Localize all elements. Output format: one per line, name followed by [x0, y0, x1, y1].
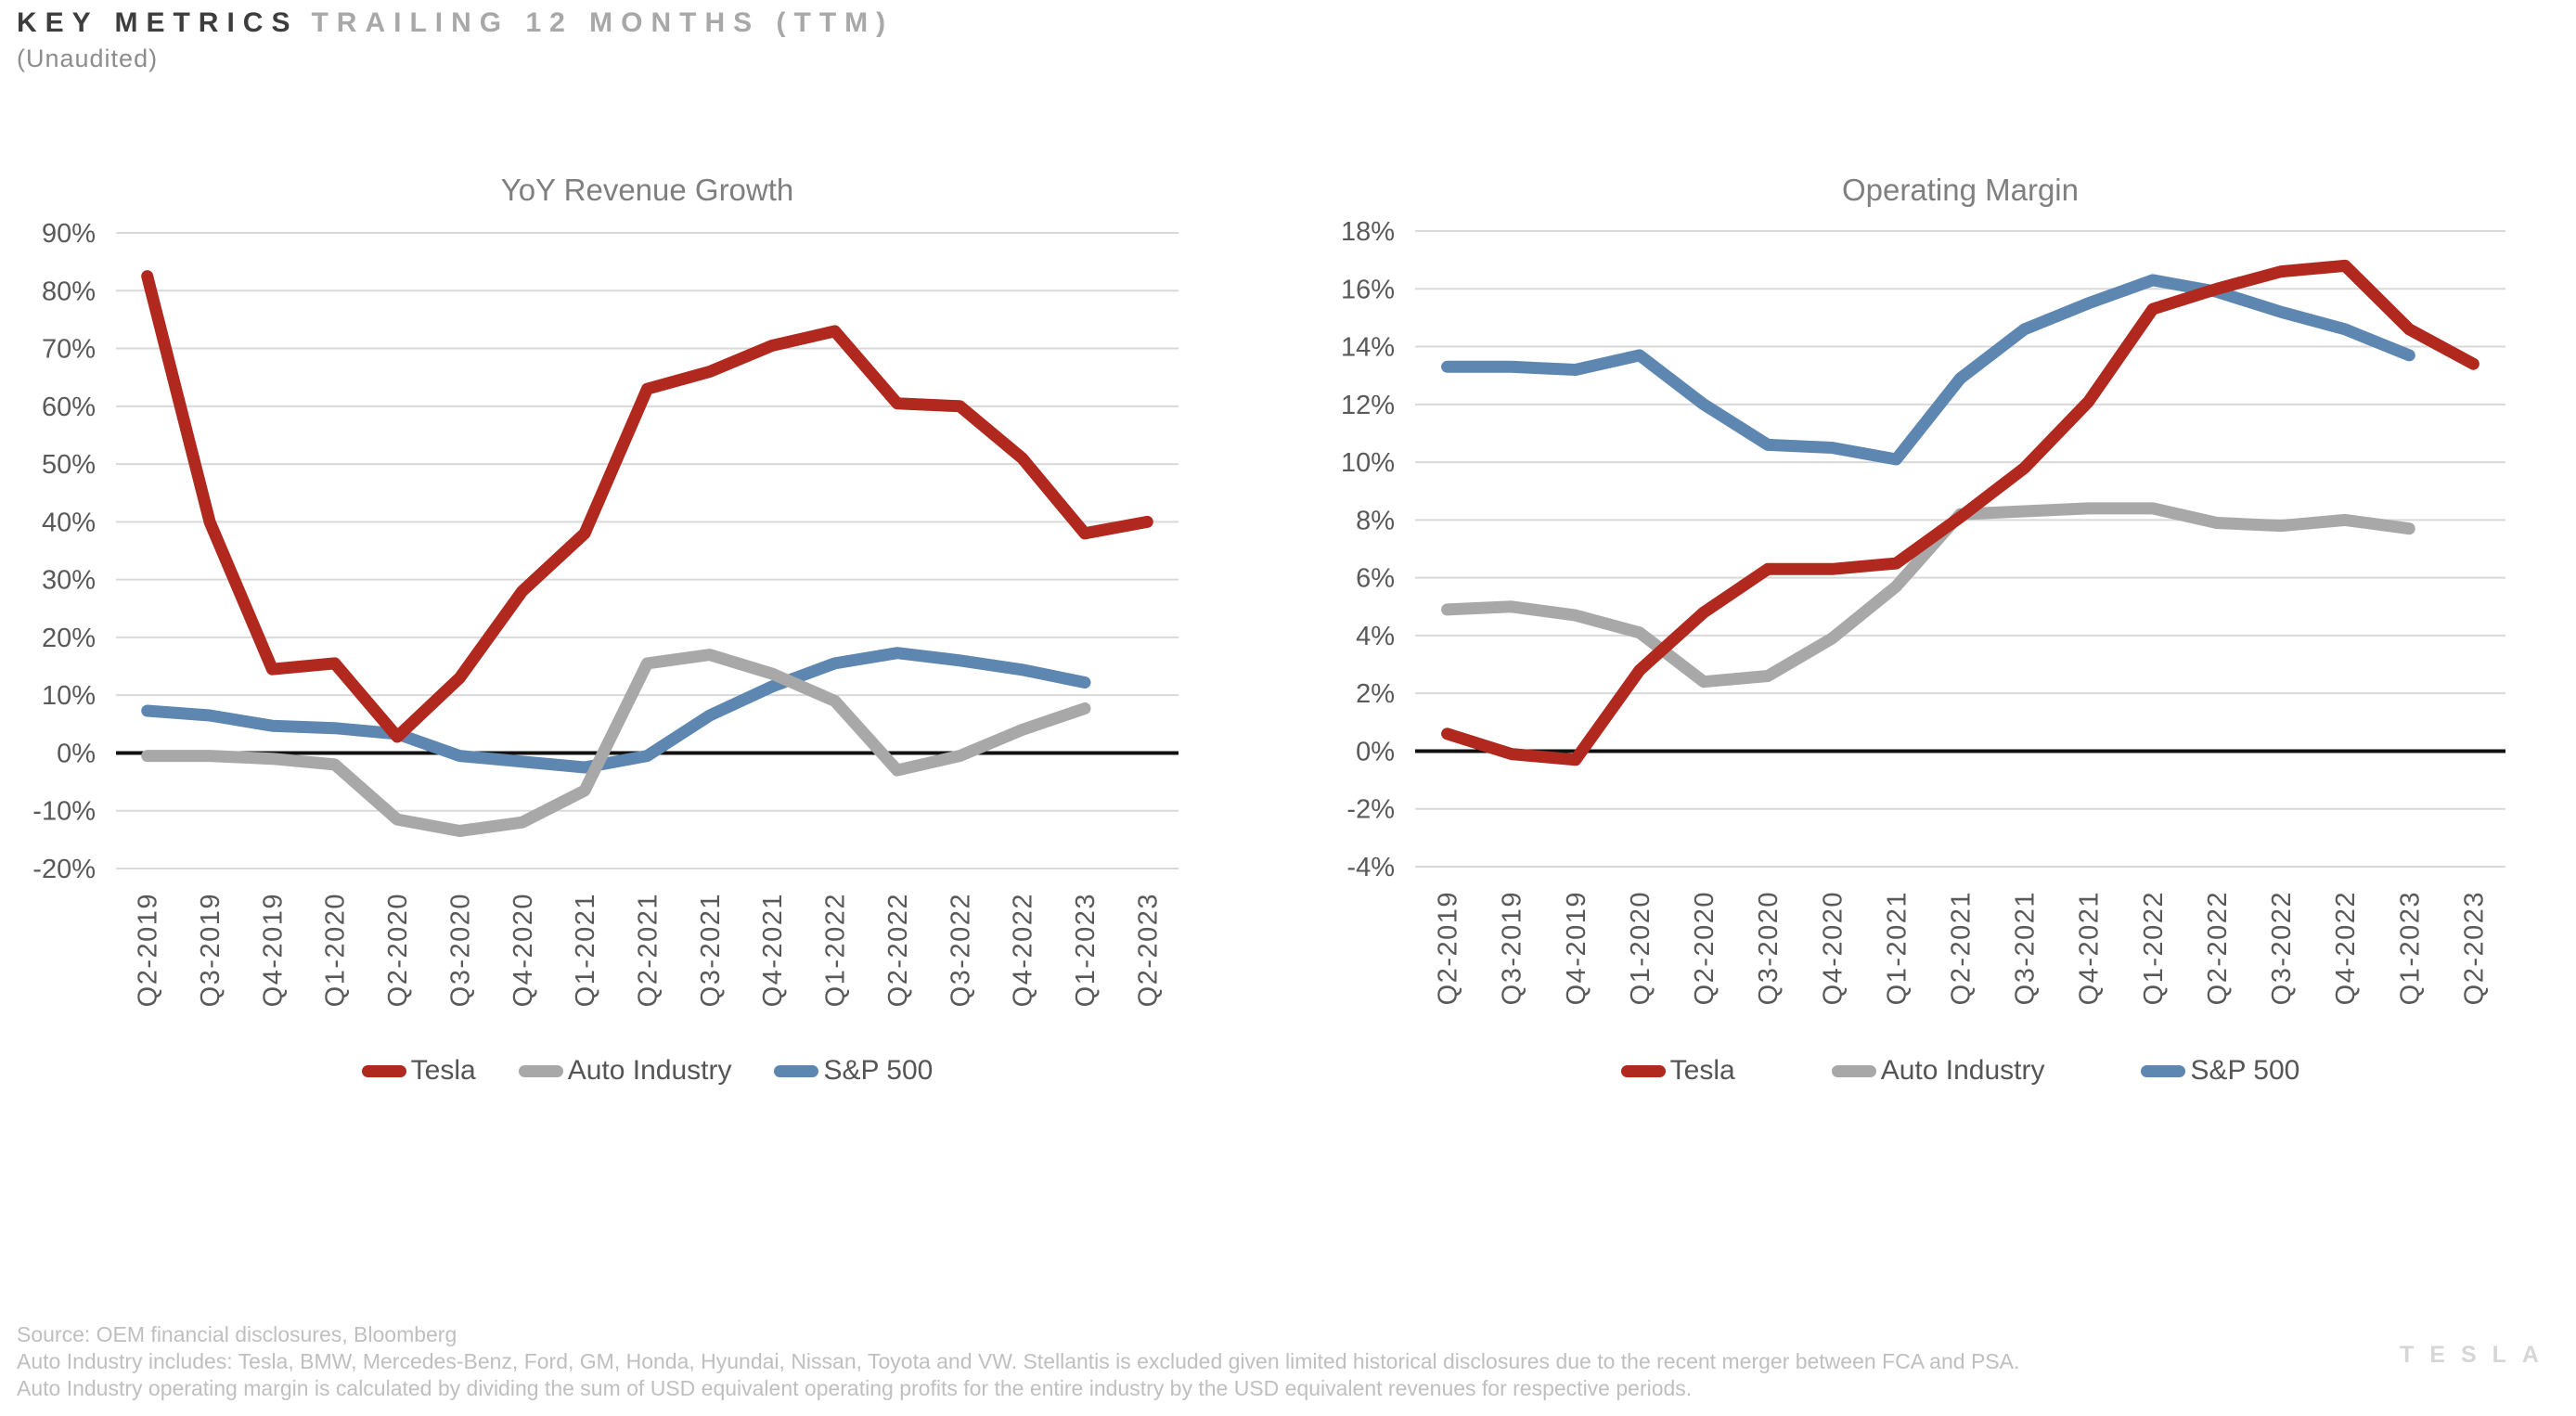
auto-industry-note: Auto Industry includes: Tesla, BMW, Merc…	[17, 1349, 2020, 1373]
x-axis-label: Q4-2021	[2075, 891, 2105, 1005]
x-axis-label: Q3-2022	[946, 893, 975, 1007]
x-axis-label: Q1-2022	[821, 893, 851, 1007]
x-axis-label: Q1-2023	[1071, 893, 1101, 1007]
legend-label: Tesla	[1669, 1055, 1735, 1086]
legend-item-tesla: Tesla	[1620, 1055, 1735, 1087]
y-axis-label: 50%	[42, 450, 96, 480]
x-axis-label: Q2-2021	[1947, 891, 1977, 1005]
legend-swatch	[2141, 1064, 2186, 1077]
legend-item-tesla: Tesla	[361, 1055, 476, 1087]
legend-label: S&P 500	[2190, 1055, 2300, 1086]
series-line-tesla	[141, 270, 1153, 743]
x-axis-label: Q1-2022	[2139, 891, 2169, 1005]
x-axis-label: Q2-2022	[883, 893, 913, 1007]
footnotes: Source: OEM financial disclosures, Bloom…	[17, 1321, 2019, 1402]
legend-swatch	[1831, 1064, 1876, 1077]
x-axis-label: Q2-2023	[2459, 891, 2489, 1005]
y-axis-label: 4%	[1356, 622, 1395, 651]
x-axis-label: Q4-2019	[1562, 891, 1591, 1005]
y-axis-label: 16%	[1341, 275, 1395, 304]
legend-item-auto-industry: Auto Industry	[518, 1055, 732, 1087]
x-axis-label: Q3-2021	[2011, 891, 2041, 1005]
y-axis-label: 20%	[42, 624, 96, 653]
yoy-revenue-growth-legend: Tesla Auto Industry S&P 500	[116, 1054, 1179, 1088]
x-axis-label: Q2-2021	[634, 893, 663, 1007]
y-axis-label: 6%	[1356, 564, 1395, 594]
y-axis-label: 30%	[42, 566, 96, 596]
page-subtitle: (Unaudited)	[17, 45, 159, 72]
y-axis-label: 40%	[42, 508, 96, 537]
x-axis-label: Q4-2020	[1818, 891, 1848, 1005]
x-axis-label: Q2-2019	[1434, 891, 1463, 1005]
legend-swatch	[774, 1064, 819, 1077]
chart-title: Operating Margin	[1842, 173, 2079, 207]
y-axis-label: 0%	[1356, 737, 1395, 766]
y-axis-label: -10%	[32, 797, 96, 827]
chart-title: YoY Revenue Growth	[501, 173, 794, 207]
legend-swatch	[361, 1064, 406, 1077]
y-axis-label: 12%	[1341, 391, 1395, 420]
x-axis-label: Q3-2021	[696, 893, 726, 1007]
y-axis-label: 8%	[1356, 506, 1395, 535]
legend-label: Auto Industry	[567, 1055, 732, 1086]
y-axis-label: 0%	[57, 739, 96, 768]
x-axis-label: Q1-2023	[2395, 891, 2425, 1005]
legend-item-auto-industry: Auto Industry	[1831, 1055, 2045, 1087]
methodology-note: Auto Industry operating margin is calcul…	[17, 1376, 1693, 1400]
yoy-revenue-growth-chart: 90% 80% 70% 60% 50% 40% 30% 20% 10% 0% -10% -20% Q2-…	[32, 173, 1179, 1007]
y-axis-label: 60%	[42, 393, 96, 422]
x-axis-label: Q3-2020	[1754, 891, 1784, 1005]
x-axis-label: Q1-2020	[1626, 891, 1655, 1005]
y-axis-label: 18%	[1341, 217, 1395, 247]
series-line-s-p-500	[141, 647, 1091, 774]
x-axis-label: Q3-2020	[445, 893, 475, 1007]
legend-label: Tesla	[410, 1055, 476, 1086]
page-title-secondary: TRAILING 12 MONTHS (TTM)	[311, 7, 895, 38]
tesla-wordmark-logo: TESLA	[2400, 1342, 2555, 1368]
y-axis-label: 90%	[42, 219, 96, 249]
y-axis-label: 70%	[42, 335, 96, 365]
page-header: KEY METRICS TRAILING 12 MONTHS (TTM) (Una…	[17, 7, 894, 73]
y-axis-label: -2%	[1346, 795, 1395, 825]
series-line-tesla	[1441, 259, 2479, 766]
series-line-s-p-500	[1441, 274, 2415, 466]
operating-margin-chart: 18% 16% 14% 12% 10% 8% 6% 4% 2% 0% -2% -4% Q2-2019 Q3…	[1341, 173, 2505, 1005]
x-axis-label: Q2-2022	[2203, 891, 2233, 1005]
x-axis-label: Q4-2022	[1009, 893, 1038, 1007]
operating-margin-legend: Tesla Auto Industry S&P 500	[1415, 1054, 2505, 1088]
x-axis-label: Q3-2019	[1498, 891, 1527, 1005]
x-axis-label: Q4-2021	[758, 893, 788, 1007]
x-axis-label: Q3-2022	[2267, 891, 2297, 1005]
y-axis-label: -4%	[1346, 853, 1395, 882]
x-axis-label: Q1-2021	[571, 893, 600, 1007]
x-axis-label: Q4-2019	[258, 893, 288, 1007]
source-note: Source: OEM financial disclosures, Bloom…	[17, 1322, 457, 1346]
y-axis-label: -20%	[32, 855, 96, 884]
y-axis-label: 14%	[1341, 333, 1395, 363]
x-axis-label: Q4-2020	[509, 893, 538, 1007]
y-axis-label: 10%	[42, 681, 96, 711]
x-axis-label: Q2-2020	[383, 893, 413, 1007]
x-axis-label: Q2-2020	[1690, 891, 1719, 1005]
series-line-auto-industry	[141, 649, 1091, 837]
y-axis-label: 80%	[42, 277, 96, 306]
page-title-primary: KEY METRICS	[17, 7, 299, 38]
legend-swatch	[518, 1064, 563, 1077]
page-title: KEY METRICS TRAILING 12 MONTHS (TTM)	[17, 7, 894, 39]
x-axis-label: Q2-2019	[134, 893, 163, 1007]
legend-label: S&P 500	[823, 1055, 934, 1086]
y-axis-label: 10%	[1341, 448, 1395, 478]
x-axis-label: Q3-2019	[196, 893, 225, 1007]
y-axis-label: 2%	[1356, 679, 1395, 709]
legend-item-s-p-500: S&P 500	[774, 1055, 933, 1087]
series-line-auto-industry	[1441, 502, 2415, 689]
legend-item-s-p-500: S&P 500	[2141, 1055, 2299, 1087]
x-axis-label: Q2-2023	[1133, 893, 1163, 1007]
x-axis-label: Q4-2022	[2331, 891, 2361, 1005]
legend-swatch	[1620, 1064, 1666, 1077]
x-axis-label: Q1-2021	[1882, 891, 1912, 1005]
legend-label: Auto Industry	[1880, 1055, 2045, 1086]
x-axis-label: Q1-2020	[321, 893, 351, 1007]
